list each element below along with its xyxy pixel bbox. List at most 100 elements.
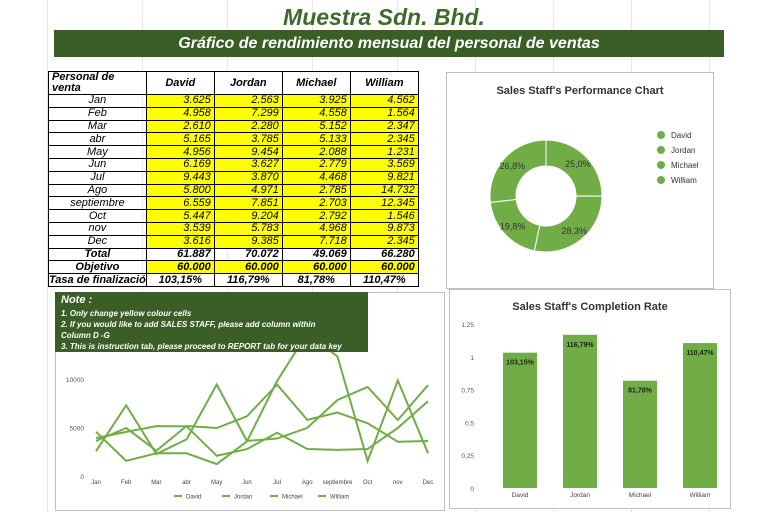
value-cell[interactable]: 1.546 [349,209,419,223]
rate-row-cell: 110,47% [349,273,419,287]
y-tick-label: 0 [80,474,84,481]
value-cell[interactable]: 2.280 [213,119,283,134]
value-cell[interactable]: 1.564 [349,106,419,121]
value-cell[interactable]: 3.785 [213,132,283,147]
value-cell[interactable]: 2.785 [281,183,351,198]
value-cell[interactable]: 5.800 [145,183,215,198]
table-row: Mar 2.610 2.280 5.152 2.347 [48,119,419,134]
month-cell: Mar [48,119,147,134]
value-cell[interactable]: 7.299 [213,106,283,121]
value-cell[interactable]: 9.873 [349,221,419,236]
header-label: Personal de venta [48,71,147,95]
header-staff: Jordan [213,71,283,95]
target-row-cell[interactable]: 60.000 [349,260,419,275]
table-row: abr 5.165 3.785 5.133 2.345 [48,132,419,147]
legend-label: Jordan [671,146,695,155]
total-row-cell: 61.887 [145,247,215,262]
value-cell[interactable]: 2.088 [281,145,351,159]
table-row: Jan 3.625 2.563 3.925 4.562 [48,94,419,108]
donut-data-label: 26,8% [500,161,526,171]
value-cell[interactable]: 2.347 [349,119,419,134]
value-cell[interactable]: 2.779 [281,157,351,172]
value-cell[interactable]: 6.559 [145,196,215,211]
bar-data-label: 103,15% [506,360,534,367]
bar-data-label: 116,79% [566,342,594,349]
value-cell[interactable]: 5.133 [281,132,351,147]
rate-row-cell: 103,15% [145,273,215,287]
bar-michael [623,380,657,488]
value-cell[interactable]: 4.562 [349,94,419,108]
total-row-cell: 70.072 [213,247,283,262]
rate-row-cell: 81,78% [281,273,351,287]
value-cell[interactable]: 2.345 [349,234,419,249]
x-tick-label: Feb [121,480,132,486]
bar-david [503,352,537,488]
value-cell[interactable]: 5.152 [281,119,351,134]
value-cell[interactable]: 9.443 [145,170,215,185]
donut-slice-william [489,139,547,203]
value-cell[interactable]: 12.345 [349,196,419,211]
y-tick-label: 10000 [66,377,84,384]
y-tick-label: 0 [470,486,474,493]
target-row-cell[interactable]: 60.000 [213,260,283,275]
performance-chart-panel: Sales Staff's Performance Chart 25,0% 28,… [446,72,714,289]
total-row-cell: 66.280 [349,247,419,262]
value-cell[interactable]: 3.539 [145,221,215,236]
month-cell: septiembre [48,196,147,211]
performance-chart-title: Sales Staff's Performance Chart [496,85,664,97]
target-row-cell[interactable]: 60.000 [281,260,351,275]
value-cell[interactable]: 5.165 [145,132,215,147]
value-cell[interactable]: 5.783 [213,221,283,236]
x-tick-label: Dec [423,480,434,486]
x-tick-label: Jun [242,480,252,486]
bar-william [683,343,717,488]
value-cell[interactable]: 3.616 [145,234,215,249]
value-cell[interactable]: 4.958 [145,106,215,121]
value-cell[interactable]: 9.454 [213,145,283,159]
y-tick-label: 0,5 [465,420,474,427]
line-william [95,331,429,466]
value-cell[interactable]: 2.345 [349,132,419,147]
x-tick-label: Jul [273,480,281,486]
value-cell[interactable]: 2.703 [281,196,351,211]
value-cell[interactable]: 6.169 [145,157,215,172]
value-cell[interactable]: 4.956 [145,145,215,159]
value-cell[interactable]: 3.627 [213,157,283,172]
month-cell: Oct [48,209,147,223]
table-row: Oct 5.447 9.204 2.792 1.546 [48,209,419,223]
value-cell[interactable]: 1.231 [349,145,419,159]
value-cell[interactable]: 3.925 [281,94,351,108]
note-line: 2. If you would like to add SALES STAFF,… [61,320,316,329]
note-line: 3. This is instruction tab, please proce… [61,342,342,351]
value-cell[interactable]: 3.870 [213,170,283,185]
legend-marker [657,176,665,184]
y-tick-label: 1 [470,355,474,362]
header-staff: Michael [281,71,351,95]
value-cell[interactable]: 4.971 [213,183,283,198]
value-cell[interactable]: 2.792 [281,209,351,223]
value-cell[interactable]: 7.851 [213,196,283,211]
value-cell[interactable]: 2.610 [145,119,215,134]
y-tick-label: 5000 [70,426,85,433]
line-jordan [95,382,429,456]
y-tick-label: 1,25 [461,322,474,329]
value-cell[interactable]: 3.569 [349,157,419,172]
value-cell[interactable]: 4.558 [281,106,351,121]
month-cell: Ago [48,183,147,198]
value-cell[interactable]: 9.204 [213,209,283,223]
note-title: Note : [61,294,93,306]
table-row: Jul 9.443 3.870 4.468 9.821 [48,170,419,185]
value-cell[interactable]: 14.732 [349,183,419,198]
value-cell[interactable]: 9.821 [349,170,419,185]
value-cell[interactable]: 2.563 [213,94,283,108]
total-row-label: Total [48,247,147,262]
value-cell[interactable]: 9.385 [213,234,283,249]
target-row: Objetivo 60.000 60.000 60.000 60.000 [48,260,419,275]
value-cell[interactable]: 7.718 [281,234,351,249]
value-cell[interactable]: 4.968 [281,221,351,236]
value-cell[interactable]: 4.468 [281,170,351,185]
target-row-cell[interactable]: 60.000 [145,260,215,275]
value-cell[interactable]: 3.625 [145,94,215,108]
table-row: May 4.956 9.454 2.088 1.231 [48,145,419,159]
value-cell[interactable]: 5.447 [145,209,215,223]
